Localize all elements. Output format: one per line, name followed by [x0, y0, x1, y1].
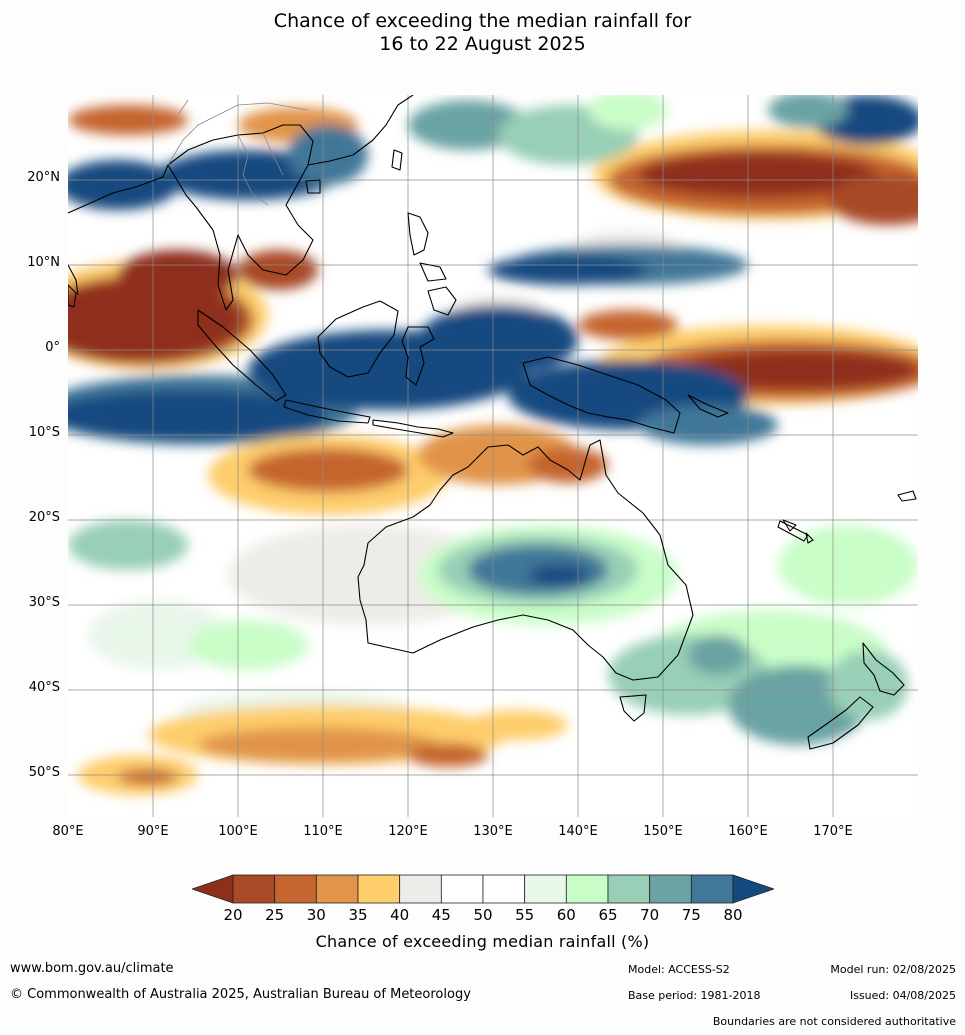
lat-label-10n: 10°N	[27, 255, 60, 270]
footer-base-period: Base period: 1981-2018	[628, 989, 761, 1002]
colorbar-tick-30: 30	[306, 906, 326, 924]
colorbar-cells	[192, 874, 774, 904]
hainan-outline	[305, 179, 321, 194]
sumatra-outline	[197, 309, 287, 402]
new-zealand-north-island	[862, 642, 905, 696]
colorbar-cell	[607, 874, 651, 904]
footer-disclaimer: Boundaries are not considered authoritat…	[712, 1015, 956, 1028]
java-outline	[283, 399, 371, 424]
lon-label-120e: 120°E	[388, 824, 428, 839]
lon-label-90e: 90°E	[137, 824, 169, 839]
colorbar-tick-50: 50	[473, 906, 493, 924]
lat-label-20n: 20°N	[27, 170, 60, 185]
philippines-luzon	[407, 212, 429, 256]
lon-label-140e: 140°E	[558, 824, 598, 839]
map-canvas	[68, 95, 918, 817]
lat-label-0: 0°	[45, 340, 60, 355]
lon-label-110e: 110°E	[303, 824, 343, 839]
lon-label-130e: 130°E	[473, 824, 513, 839]
colorbar-tick-45: 45	[431, 906, 451, 924]
colorbar-extend-high	[732, 874, 774, 904]
lon-label-170e: 170°E	[813, 824, 853, 839]
lon-label-80e: 80°E	[52, 824, 84, 839]
footer-model-run: Model run: 02/08/2025	[830, 963, 956, 976]
footer-copyright: © Commonwealth of Australia 2025, Austra…	[10, 987, 471, 1002]
colorbar-tick-75: 75	[681, 906, 701, 924]
solomon-islands	[687, 394, 729, 418]
colorbar-cell	[274, 874, 317, 904]
footer-model: Model: ACCESS-S2	[628, 963, 730, 976]
colorbar-cell	[440, 874, 484, 904]
colorbar-tick-35: 35	[348, 906, 368, 924]
colorbar-cell	[232, 874, 276, 904]
tasmania-outline	[619, 694, 647, 722]
india-south	[68, 264, 79, 296]
colorbar	[192, 874, 774, 904]
colorbar-tick-80: 80	[723, 906, 743, 924]
china-coast	[307, 95, 414, 166]
colorbar-cell	[482, 874, 526, 904]
colorbar-cell	[565, 874, 609, 904]
footer-issued: Issued: 04/08/2025	[849, 989, 956, 1002]
colorbar-tick-55: 55	[515, 906, 535, 924]
colorbar-cell	[315, 874, 359, 904]
coastlines	[68, 95, 917, 750]
lesser-sunda-islands	[372, 419, 454, 438]
se-asia-mainland	[167, 124, 314, 311]
lat-label-30s: 30°S	[28, 595, 60, 610]
lat-label-10s: 10°S	[28, 425, 60, 440]
lon-label-150e: 150°E	[643, 824, 683, 839]
colorbar-labels: 20 25 30 35 40 45 50 55 60 65 70 75 80	[0, 906, 965, 926]
philippines-mindanao	[427, 286, 457, 316]
new-caledonia	[777, 520, 809, 542]
colorbar-tick-25: 25	[265, 906, 285, 924]
title-line-1: Chance of exceeding the median rainfall …	[273, 10, 692, 32]
country-borders	[167, 99, 309, 206]
colorbar-cell	[357, 874, 401, 904]
colorbar-cell	[690, 874, 734, 904]
philippines-visayas	[419, 262, 447, 282]
chart-title: Chance of exceeding the median rainfall …	[0, 10, 965, 56]
india-coast	[68, 164, 169, 214]
colorbar-tick-40: 40	[390, 906, 410, 924]
lat-label-40s: 40°S	[28, 680, 60, 695]
colorbar-cell	[399, 874, 442, 904]
footer-url: www.bom.gov.au/climate	[10, 961, 174, 976]
lat-label-20s: 20°S	[28, 510, 60, 525]
australia-outline	[357, 439, 694, 681]
title-line-2: 16 to 22 August 2025	[379, 33, 586, 55]
colorbar-tick-70: 70	[640, 906, 660, 924]
colorbar-cell	[649, 874, 692, 904]
taiwan-outline	[391, 149, 403, 171]
colorbar-extend-low	[192, 874, 234, 904]
borneo-outline	[317, 300, 399, 378]
colorbar-cell	[524, 874, 567, 904]
sri-lanka-outline	[68, 284, 77, 308]
fiji-islands	[897, 490, 917, 502]
lon-label-160e: 160°E	[728, 824, 768, 839]
new-zealand-south-island	[807, 696, 874, 750]
sulawesi-outline	[401, 326, 435, 386]
rainfall-map	[68, 95, 918, 817]
lon-label-100e: 100°E	[218, 824, 258, 839]
colorbar-tick-20: 20	[223, 906, 243, 924]
lat-label-50s: 50°S	[28, 765, 60, 780]
colorbar-title: Chance of exceeding median rainfall (%)	[315, 932, 650, 951]
colorbar-tick-60: 60	[556, 906, 576, 924]
new-guinea-outline	[522, 356, 681, 434]
colorbar-tick-65: 65	[598, 906, 618, 924]
